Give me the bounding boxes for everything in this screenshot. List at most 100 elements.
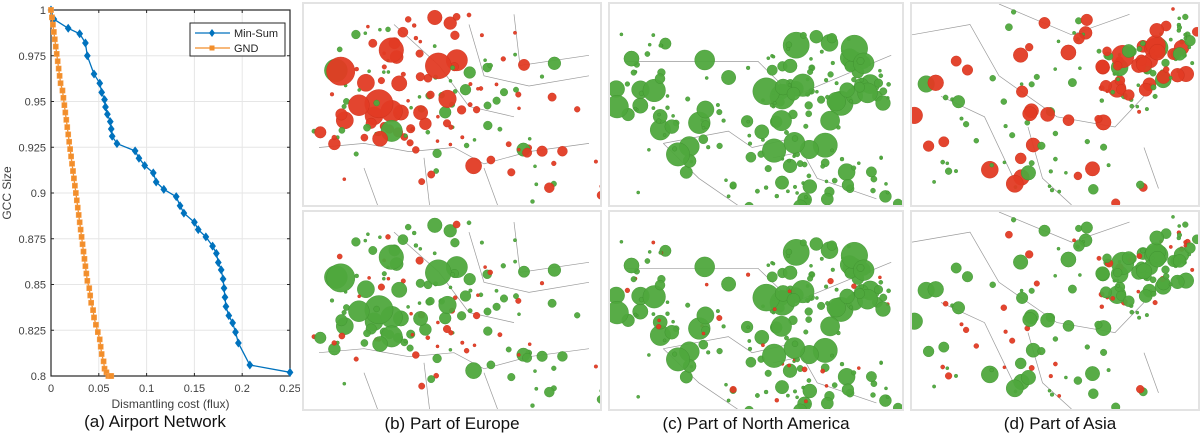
airport-node — [1073, 240, 1085, 252]
airport-node — [803, 123, 809, 129]
airport-node — [448, 285, 453, 290]
removed-airport-node — [452, 220, 461, 229]
airport-node — [1152, 93, 1158, 99]
square-marker — [77, 226, 84, 233]
square-marker — [76, 219, 83, 226]
airport-node — [468, 288, 473, 293]
airport-node — [353, 151, 359, 157]
airport-node — [557, 351, 568, 362]
square-marker — [53, 51, 60, 57]
removed-airport-node — [938, 136, 950, 148]
airport-node — [799, 31, 807, 39]
airport-node — [1140, 40, 1146, 47]
removed-airport-node — [486, 155, 496, 165]
airport-node — [1149, 230, 1165, 246]
removed-airport-node — [426, 90, 435, 99]
airport-node — [450, 272, 456, 277]
airport-node — [874, 78, 884, 88]
removed-airport-node — [551, 160, 557, 167]
airport-node — [630, 69, 637, 76]
airport-node — [534, 386, 539, 391]
removed-airport-node — [527, 342, 532, 346]
airport-node — [403, 133, 408, 138]
square-marker — [70, 168, 76, 174]
diamond-marker — [141, 161, 149, 171]
airport-node — [513, 86, 519, 93]
airport-node — [848, 305, 853, 310]
removed-airport-node — [418, 382, 426, 390]
airport-node — [366, 232, 370, 237]
airport-node — [1116, 290, 1127, 301]
removed-airport-node — [360, 133, 369, 142]
airport-node — [357, 88, 362, 92]
airport-node — [806, 378, 812, 383]
airport-node — [1053, 156, 1058, 162]
removed-airport-node — [342, 177, 347, 181]
airport-node — [647, 250, 652, 254]
airport-node — [539, 74, 545, 79]
airport-node — [826, 91, 846, 112]
square-marker — [74, 204, 81, 211]
airport-node — [839, 156, 845, 162]
airport-node — [1116, 77, 1121, 82]
airport-node — [763, 389, 769, 395]
airport-node — [357, 280, 375, 298]
airport-node — [938, 341, 950, 353]
airport-node — [766, 271, 778, 283]
airport-node — [459, 84, 472, 96]
airport-node — [1060, 251, 1077, 268]
removed-airport-node — [1094, 114, 1103, 123]
y-tick-label: 0.975 — [18, 51, 46, 63]
removed-airport-node — [1057, 393, 1062, 398]
airport-node — [825, 301, 830, 306]
gcc-size-line-chart: 0 0.05 0.1 0.15 0.2 0.25 0.8 0.825 0.85 0.875 0.9 0… — [0, 5, 300, 411]
airport-node — [834, 287, 839, 292]
airport-node — [1078, 273, 1082, 277]
removed-airport-node — [1005, 230, 1013, 239]
removed-airport-node — [326, 56, 356, 86]
removed-airport-node — [410, 332, 415, 337]
airport-node — [716, 348, 723, 355]
airport-node — [795, 191, 799, 195]
airport-node — [766, 263, 771, 268]
airport-node — [879, 190, 892, 203]
airport-node — [338, 127, 346, 134]
airport-node — [1168, 37, 1173, 42]
y-axis-label: GCC Size — [0, 166, 14, 220]
airport-node — [932, 384, 936, 389]
removed-airport-node — [1085, 161, 1100, 177]
airport-node — [487, 62, 493, 69]
airport-node — [1113, 268, 1123, 278]
airport-node — [1161, 265, 1170, 274]
removed-airport-node — [1116, 84, 1127, 95]
airport-node — [932, 179, 936, 184]
removed-airport-node — [1013, 47, 1029, 63]
square-marker — [62, 109, 69, 116]
removed-airport-node — [391, 75, 408, 92]
airport-node — [459, 290, 472, 302]
square-marker — [78, 234, 85, 240]
removed-airport-node — [1102, 46, 1112, 56]
airport-node — [1038, 224, 1051, 237]
removed-airport-node — [336, 253, 343, 260]
removed-airport-node — [505, 141, 512, 148]
removed-airport-node — [442, 324, 451, 333]
airport-node — [1037, 141, 1046, 150]
airport-node — [952, 301, 966, 315]
airport-node — [774, 193, 780, 199]
airport-node — [1129, 309, 1135, 315]
diamond-marker — [64, 23, 72, 33]
airport-node — [610, 301, 629, 325]
square-marker — [79, 241, 86, 248]
caption-part-of-europe: (b) Part of Europe — [384, 414, 520, 433]
airport-node — [747, 141, 753, 146]
removed-airport-node — [1138, 82, 1153, 97]
airport-node — [1110, 89, 1115, 95]
airport-node — [989, 74, 996, 82]
removed-airport-node — [574, 106, 581, 113]
removed-airport-node — [338, 332, 346, 340]
airport-node — [716, 142, 723, 150]
airport-node — [791, 135, 799, 142]
removed-airport-node — [1183, 243, 1188, 248]
airport-node — [893, 402, 902, 409]
